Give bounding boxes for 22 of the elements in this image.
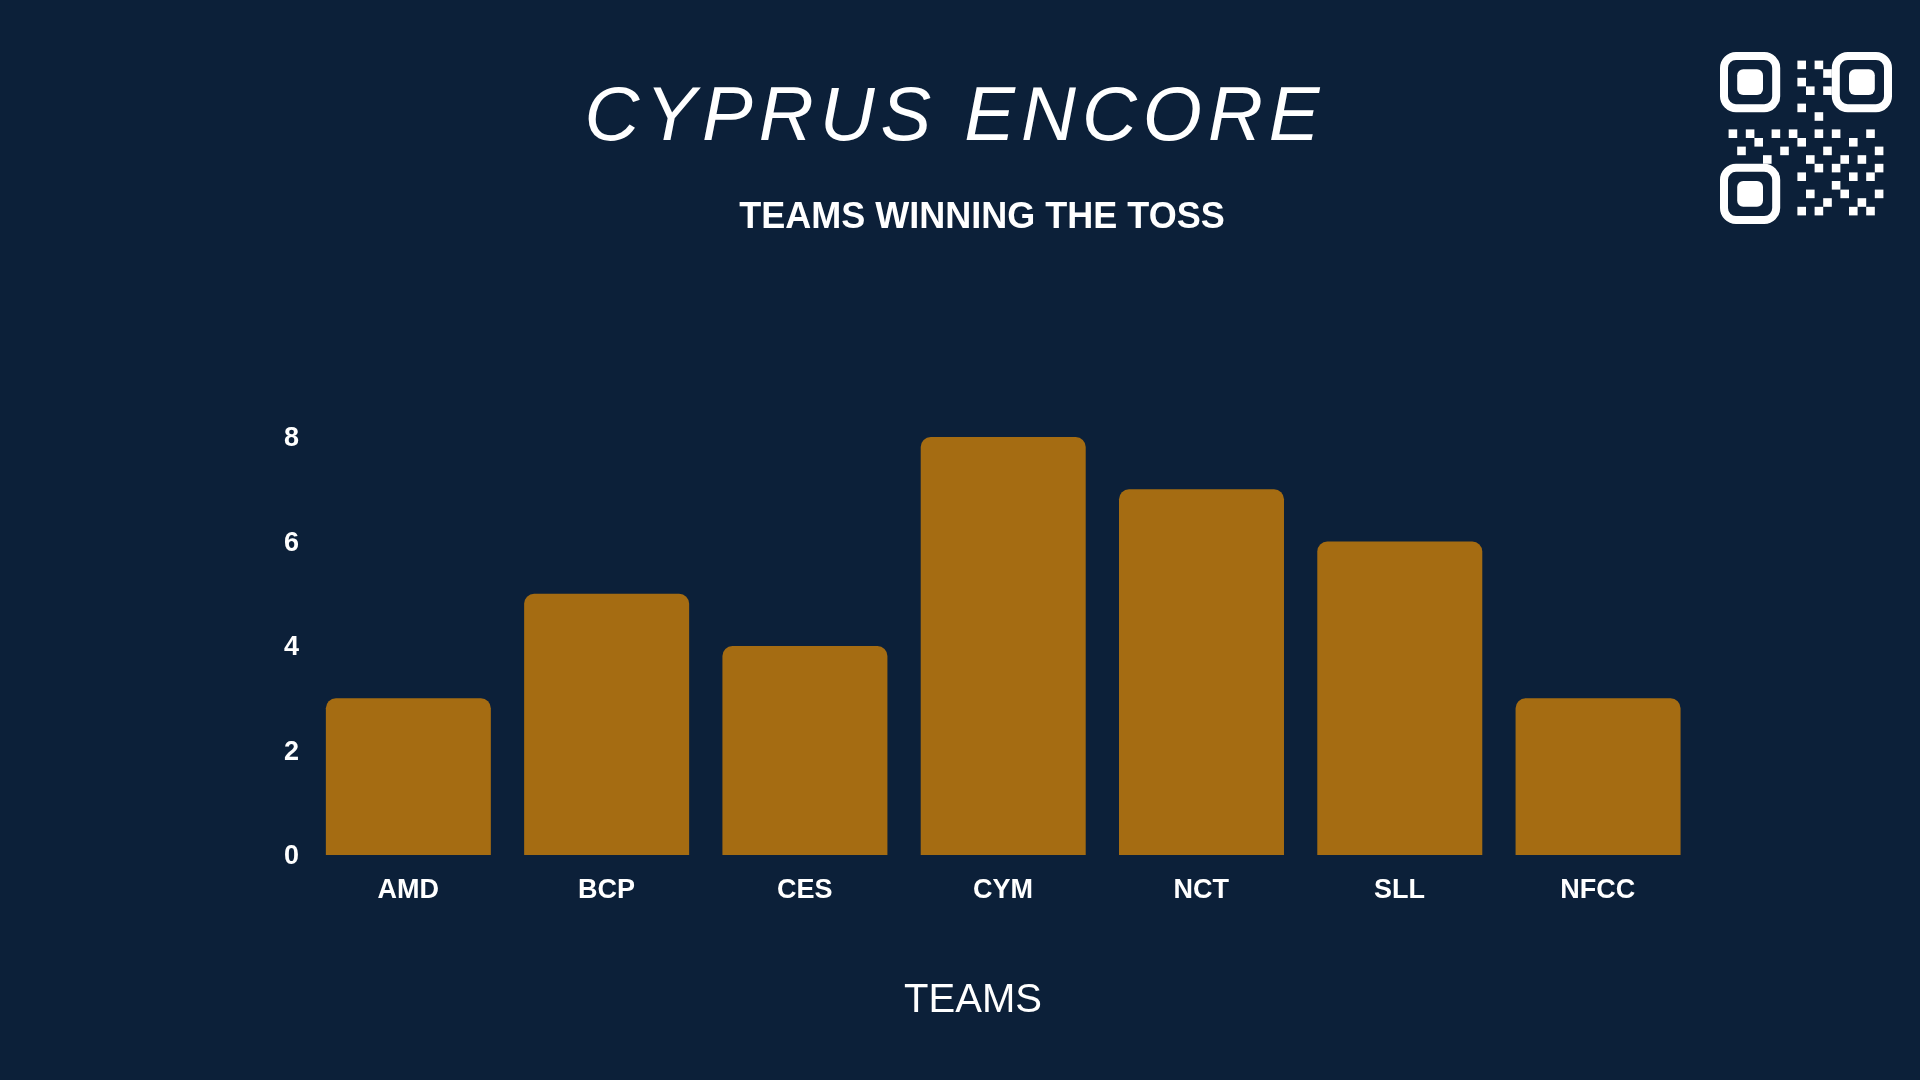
x-tick-label: NCT [1173,874,1230,905]
x-axis-title: TEAMS [904,976,1042,1020]
bar [1119,489,1284,855]
x-tick-label: SLL [1374,874,1426,905]
bar [920,437,1086,855]
x-tick-label: BCP [577,874,635,905]
x-tick-label: CES [776,874,833,905]
y-tick-label: 0 [283,840,299,871]
y-tick-label: 6 [283,526,299,557]
chart-title: CYPRUS ENCORE [584,71,1326,156]
x-tick-label: NFCC [1560,874,1636,905]
x-tick-label: AMD [377,874,439,905]
bar [524,593,690,855]
chart-subtitle: TEAMS WINNING THE TOSS [739,195,1225,236]
bar [325,698,491,855]
x-tick-label: CYM [973,874,1033,905]
y-tick-label: 2 [283,735,299,766]
y-tick-label: 4 [283,631,299,662]
bar [1317,541,1483,855]
y-tick-label: 8 [283,422,299,453]
bar [1515,698,1681,855]
bar [722,646,888,855]
